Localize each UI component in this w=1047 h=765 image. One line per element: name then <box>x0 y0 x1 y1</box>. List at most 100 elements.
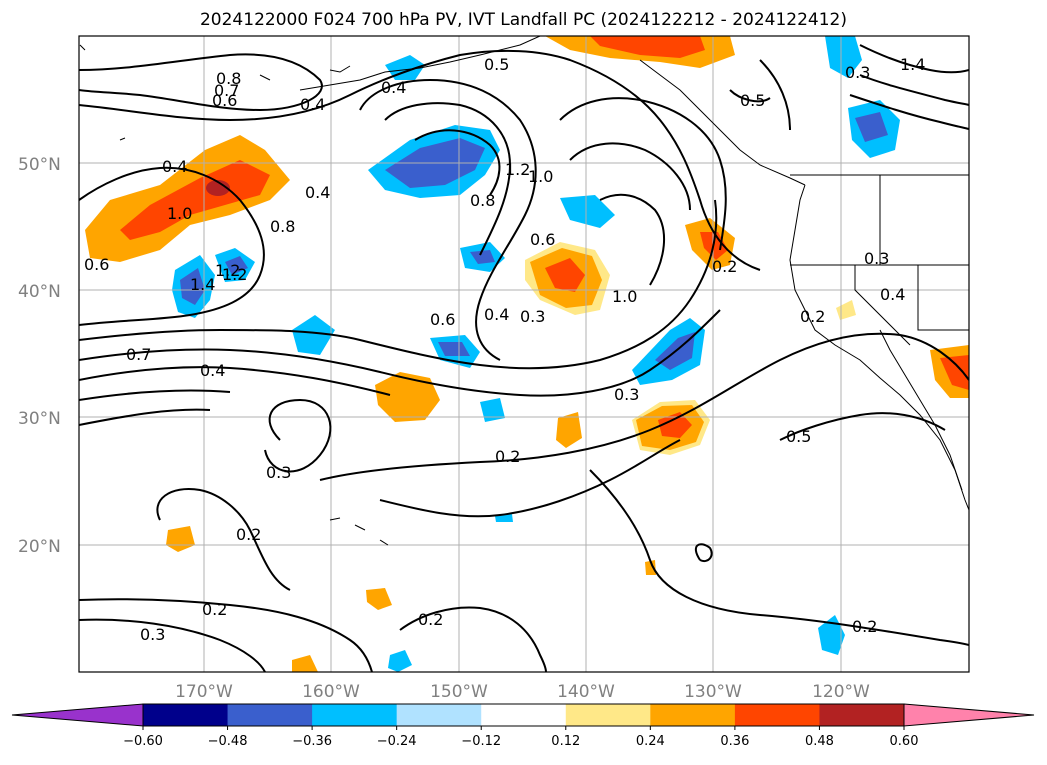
colorbar-tick-label: −0.12 <box>461 734 501 749</box>
contour-label: 0.8 <box>470 191 495 210</box>
contour <box>599 193 666 286</box>
contour-label: 1.2 <box>505 160 530 179</box>
contour-label: 0.3 <box>266 463 291 482</box>
contour <box>79 166 265 326</box>
colorbar: −0.60 −0.48 −0.36 −0.24 −0.12 0.12 0.24 0.36 0.4… <box>11 703 1035 749</box>
map-area <box>79 36 969 672</box>
coast-bc <box>789 184 969 511</box>
contour-label: 0.2 <box>418 610 443 629</box>
colorbar-tick-label: −0.24 <box>377 734 417 749</box>
coast-alaska <box>299 36 541 91</box>
shade-negative <box>438 342 470 356</box>
lon-label-170w: 170°W <box>175 682 233 702</box>
contour-label: 0.2 <box>202 600 227 619</box>
gridlines <box>79 36 969 672</box>
pv-contours <box>79 44 969 672</box>
contour <box>379 439 681 518</box>
land-detail <box>879 329 963 491</box>
latitude-labels: 50°N 40°N 30°N 20°N <box>18 155 61 557</box>
colorbar-tick-label: −0.48 <box>208 734 248 749</box>
contour <box>79 49 761 271</box>
contour-label: 0.4 <box>484 305 509 324</box>
shade-positive <box>645 560 656 575</box>
contour-label: 0.8 <box>216 69 241 88</box>
contour <box>384 102 512 256</box>
shade-negative <box>470 250 495 264</box>
contour-label: 0.3 <box>140 625 165 644</box>
contour <box>779 412 946 441</box>
contour-label: 0.6 <box>84 255 109 274</box>
shade-positive <box>556 412 582 448</box>
contour <box>264 398 332 473</box>
map-frame <box>78 35 970 673</box>
colorbar-segment <box>312 704 398 726</box>
shade-negative <box>818 615 845 655</box>
colorbar-segment <box>481 704 567 726</box>
shade-negative <box>385 55 425 80</box>
contour <box>729 89 771 103</box>
map-title: 2024122000 F024 700 hPa PV, IVT Landfall… <box>199 10 847 30</box>
coastlines <box>79 36 969 546</box>
contour <box>79 199 718 370</box>
contour-label: 0.4 <box>162 157 187 176</box>
contour <box>849 94 969 130</box>
contour-label: 0.2 <box>236 525 261 544</box>
contour-label: 0.3 <box>520 307 545 326</box>
lat-label-40n: 40°N <box>18 282 61 302</box>
shade-negative <box>292 315 335 355</box>
contour-label: 0.6 <box>212 91 237 110</box>
contour-label: 0.3 <box>845 63 870 82</box>
contour-label: 0.7 <box>214 81 239 100</box>
contour-label: 0.6 <box>430 310 455 329</box>
colorbar-tick-label: 0.48 <box>805 734 834 749</box>
colorbar-segment <box>734 704 820 726</box>
coast-panhandle <box>639 59 806 186</box>
lat-label-30n: 30°N <box>18 409 61 429</box>
shade-positive <box>206 180 230 196</box>
colorbar-tick-label: 0.36 <box>720 734 749 749</box>
contour-label: 0.6 <box>530 230 555 249</box>
colorbar-extend-min <box>11 703 144 727</box>
contour <box>359 78 537 361</box>
contour <box>79 598 373 672</box>
colorbar-segment <box>650 704 736 726</box>
contour <box>569 142 691 211</box>
contour-label: 1.0 <box>528 167 553 186</box>
shade-positive <box>292 655 318 672</box>
colorbar-segment <box>565 704 651 726</box>
colorbar-tick-label: 0.12 <box>551 734 580 749</box>
contour <box>399 606 547 672</box>
colorbar-tick-label: −0.36 <box>292 734 332 749</box>
colorbar-segment <box>227 704 313 726</box>
shade-negative <box>180 268 205 305</box>
colorbar-frame <box>142 703 905 727</box>
contour-label: 1.4 <box>900 55 925 74</box>
shade-positive <box>658 412 692 438</box>
longitude-labels: 170°W 160°W 150°W 140°W 130°W 120°W <box>175 682 870 702</box>
colorbar-extend-max <box>903 703 1035 727</box>
shade-positive <box>545 258 585 292</box>
lat-label-20n: 20°N <box>18 537 61 557</box>
colorbar-segment <box>819 704 905 726</box>
contour-label: 1.0 <box>612 287 637 306</box>
shade-positive <box>940 355 969 390</box>
contour-label: 0.8 <box>270 217 295 236</box>
shade-positive <box>590 36 705 58</box>
contour-label: 0.2 <box>852 617 877 636</box>
contour-label: 0.3 <box>864 249 889 268</box>
contour-label: 0.2 <box>495 447 520 466</box>
shade-negative <box>225 256 248 275</box>
contour-label: 1.4 <box>190 275 215 294</box>
contour <box>759 59 791 131</box>
shade-negative <box>560 195 615 228</box>
contour <box>414 129 501 196</box>
shade-positive <box>375 372 440 422</box>
colorbar-tick-label: 0.60 <box>890 734 919 749</box>
border-states <box>790 175 969 346</box>
contour <box>589 469 969 646</box>
lat-label-50n: 50°N <box>18 155 61 175</box>
coast-hawaii <box>329 517 389 546</box>
contour-label: 0.5 <box>740 91 765 110</box>
contour-label: 0.4 <box>305 183 330 202</box>
contour <box>79 309 721 397</box>
